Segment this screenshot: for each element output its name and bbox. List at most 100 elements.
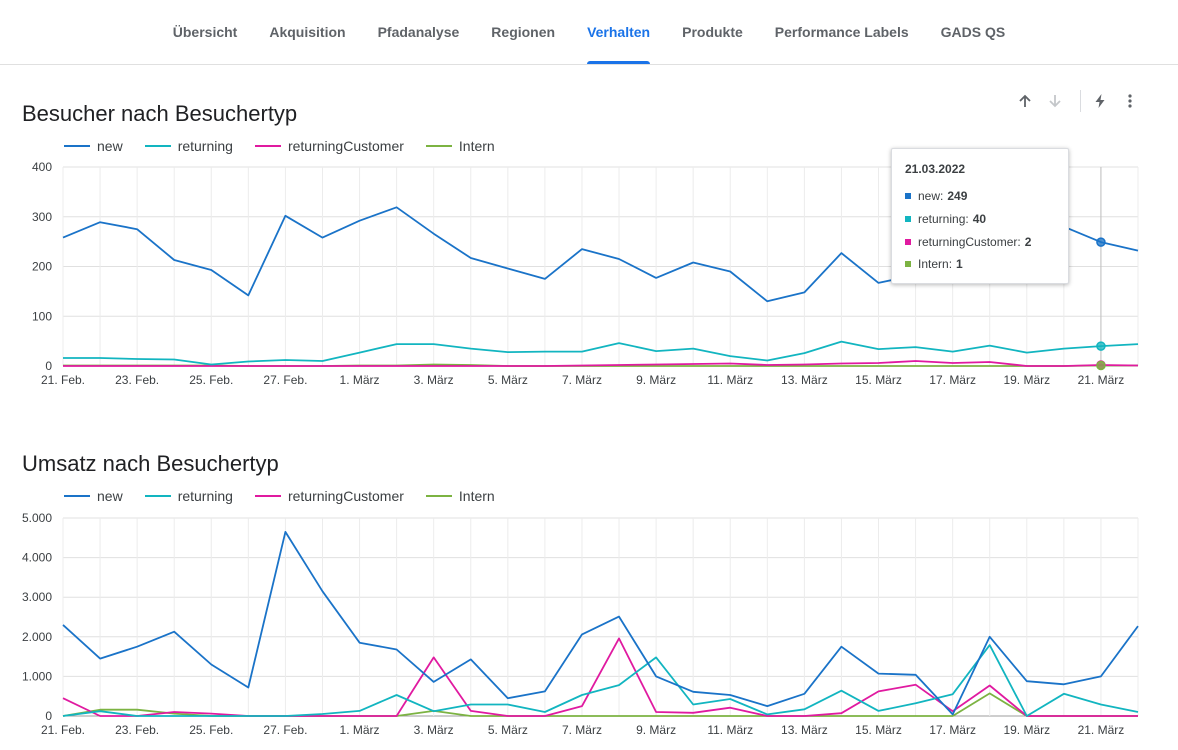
- y-tick-label: 5.000: [22, 511, 52, 525]
- chart-title-umsatz: Umsatz nach Besuchertyp: [22, 451, 279, 476]
- x-tick-label: 23. Feb.: [115, 373, 159, 387]
- x-tick-label: 5. März: [488, 373, 528, 387]
- legend-item-returningcustomer[interactable]: returningCustomer: [254, 138, 404, 154]
- x-tick-label: 3. März: [414, 723, 454, 737]
- hover-point-returning: [1096, 341, 1106, 351]
- x-tick-label: 23. Feb.: [115, 723, 159, 737]
- tooltip-date: 21.03.2022: [905, 162, 966, 176]
- x-tick-label: 19. März: [1003, 373, 1050, 387]
- x-tick-label: 13. März: [781, 373, 828, 387]
- tooltip-label: Intern: [918, 257, 949, 271]
- x-tick-label: 1. März: [340, 373, 380, 387]
- x-tick-label: 9. März: [636, 373, 676, 387]
- legend-label-intern: Intern: [458, 488, 495, 504]
- x-tick-label: 17. März: [929, 373, 976, 387]
- tab-gads-qs[interactable]: GADS QS: [940, 24, 1006, 40]
- chart-toolbar: [1014, 90, 1149, 112]
- legend-label-returning: returning: [177, 488, 233, 504]
- hover-point-new: [1096, 237, 1106, 247]
- tooltip-row-returningcustomer: returningCustomer:2: [905, 235, 1031, 249]
- x-tick-label: 5. März: [488, 723, 528, 737]
- y-tick-label: 1.000: [22, 669, 52, 683]
- tooltip-value: 2: [1024, 235, 1032, 249]
- y-tick-label: 400: [32, 160, 52, 174]
- chart-umsatz[interactable]: 0 1.000 2.000 3.000 4.000 5.000 21. Feb. 23. Fe…: [0, 505, 1178, 750]
- x-tick-label: 3. März: [414, 373, 454, 387]
- x-tick-label: 15. März: [855, 373, 902, 387]
- legend-label-returningcustomer: returningCustomer: [287, 488, 404, 504]
- tab-regionen[interactable]: Regionen: [491, 24, 556, 40]
- tab-akquisition[interactable]: Akquisition: [269, 24, 346, 40]
- x-tick-label: 21. Feb.: [41, 373, 85, 387]
- x-tick-label: 25. Feb.: [189, 373, 233, 387]
- x-tick-label: 9. März: [636, 723, 676, 737]
- y-tick-label: 3.000: [22, 590, 52, 604]
- tooltip-value: 249: [947, 189, 968, 203]
- chart-tooltip: 21.03.2022 new:249 returning:40 returnin…: [891, 148, 1069, 284]
- legend-item-returning[interactable]: returning: [144, 488, 233, 504]
- x-tick-label: 13. März: [781, 723, 828, 737]
- x-tick-label: 11. März: [707, 373, 753, 387]
- legend-item-returning[interactable]: returning: [144, 138, 233, 154]
- y-tick-label: 100: [32, 309, 52, 323]
- x-tick-label: 21. März: [1078, 723, 1125, 737]
- series-line-returning[interactable]: [63, 340, 1139, 366]
- hover-point-intern: [1096, 360, 1106, 371]
- arrow-up-icon[interactable]: [1014, 90, 1036, 112]
- y-tick-label: 2.000: [22, 630, 52, 644]
- y-tick-label: 200: [32, 260, 52, 274]
- legend-item-new[interactable]: new: [64, 138, 123, 154]
- tab-uebersicht[interactable]: Übersicht: [172, 24, 238, 40]
- legend-item-returningcustomer[interactable]: returningCustomer: [254, 488, 404, 504]
- tab-performance-labels[interactable]: Performance Labels: [774, 24, 909, 40]
- tooltip-row-new: new:249: [905, 189, 967, 203]
- arrow-down-icon[interactable]: [1044, 90, 1066, 112]
- tooltip-value: 40: [972, 212, 987, 226]
- tooltip-row-returning: returning:40: [905, 212, 986, 226]
- x-tick-label: 19. März: [1003, 723, 1050, 737]
- x-tick-label: 1. März: [340, 723, 380, 737]
- legend-label-intern: Intern: [458, 138, 495, 154]
- series-line-intern[interactable]: [62, 692, 1138, 717]
- x-tick-label: 7. März: [562, 373, 602, 387]
- series-line-returningcustomer[interactable]: [62, 637, 1138, 717]
- report-tab-bar: Übersicht Akquisition Pfadanalyse Region…: [0, 0, 1178, 65]
- x-tick-label: 27. Feb.: [263, 373, 307, 387]
- x-tick-label: 21. März: [1078, 373, 1125, 387]
- chart-title-besucher: Besucher nach Besuchertyp: [22, 101, 298, 126]
- x-tick-label: 15. März: [855, 723, 902, 737]
- legend-item-intern[interactable]: Intern: [425, 138, 495, 154]
- tab-verhalten[interactable]: Verhalten: [571, 0, 666, 64]
- tooltip-value: 1: [956, 257, 963, 271]
- series-line-returning[interactable]: [62, 644, 1139, 717]
- legend-label-new: new: [97, 138, 123, 154]
- chart-legend-besucher: new returning returningCustomer Intern: [64, 138, 517, 154]
- x-tick-label: 27. Feb.: [263, 723, 307, 737]
- lightning-icon[interactable]: [1089, 90, 1111, 112]
- legend-label-returning: returning: [177, 138, 233, 154]
- tooltip-row-intern: Intern:1: [905, 257, 963, 271]
- more-vert-icon[interactable]: [1119, 90, 1141, 112]
- x-tick-label: 25. Feb.: [189, 723, 233, 737]
- x-tick-label: 11. März: [707, 723, 753, 737]
- toolbar-divider: [1080, 90, 1081, 112]
- legend-item-new[interactable]: new: [64, 488, 123, 504]
- x-tick-label: 17. März: [929, 723, 976, 737]
- tooltip-label: new: [918, 189, 941, 203]
- legend-label-returningcustomer: returningCustomer: [287, 138, 404, 154]
- x-tick-label: 7. März: [562, 723, 602, 737]
- tab-produkte[interactable]: Produkte: [682, 24, 743, 40]
- chart-legend-umsatz: new returning returningCustomer Intern: [64, 488, 517, 504]
- y-tick-label: 300: [32, 210, 52, 224]
- series-line-returningcustomer[interactable]: [63, 360, 1139, 367]
- legend-label-new: new: [97, 488, 123, 504]
- tooltip-label: returning: [918, 212, 966, 226]
- series-line-new[interactable]: [62, 530, 1139, 716]
- y-tick-label: 4.000: [22, 551, 52, 565]
- tooltip-label: returningCustomer: [918, 235, 1018, 249]
- legend-item-intern[interactable]: Intern: [425, 488, 495, 504]
- y-tick-label: 0: [45, 359, 52, 373]
- x-tick-label: 21. Feb.: [41, 723, 85, 737]
- tab-pfadanalyse[interactable]: Pfadanalyse: [377, 24, 460, 40]
- y-tick-label: 0: [45, 709, 52, 723]
